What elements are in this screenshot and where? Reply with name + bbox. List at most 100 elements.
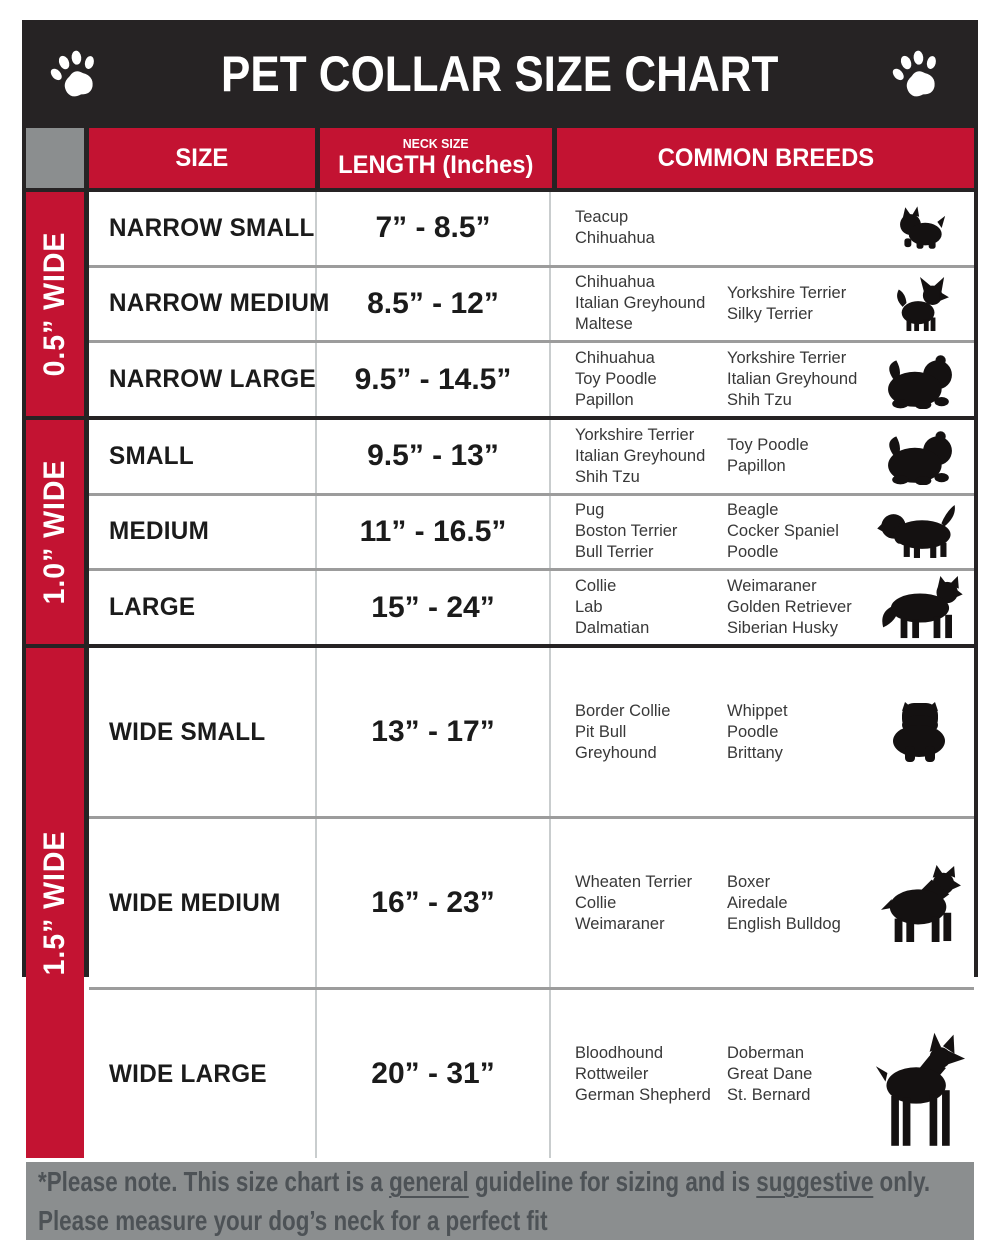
breeds-list-2: Weimaraner Golden Retriever Siberian Husky bbox=[727, 576, 866, 639]
breed-name: Lab bbox=[575, 598, 603, 617]
neck-length-value: 7” - 8.5” bbox=[375, 211, 491, 245]
breed-name: Dalmatian bbox=[575, 619, 650, 638]
breeds-cell: Bloodhound Rottweiler German Shepherd Dobe… bbox=[551, 990, 974, 1158]
table-row: MEDIUM 11” - 16.5” Pug Boston Terrier Bull… bbox=[89, 495, 974, 569]
table-header-row: SIZE NECK SIZE LENGTH (Inches) COMMON BR… bbox=[26, 128, 974, 188]
size-label: NARROW SMALL bbox=[109, 213, 315, 242]
size-label: SMALL bbox=[109, 441, 194, 470]
table-row: NARROW MEDIUM 8.5” - 12” Chihuahua Italia… bbox=[89, 267, 974, 341]
breed-name: Yorkshire Terrier bbox=[727, 349, 847, 368]
breed-name: Pit Bull bbox=[575, 722, 627, 741]
breed-name: Yorkshire Terrier bbox=[575, 425, 695, 444]
breed-name: Golden Retriever bbox=[727, 598, 852, 617]
column-header-neck-size-main-label: LENGTH (Inches) bbox=[338, 151, 534, 179]
neck-length-value: 11” - 16.5” bbox=[359, 514, 507, 548]
breed-name: Italian Greyhound bbox=[727, 370, 858, 389]
breeds-list-1: Chihuahua Italian Greyhound Maltese bbox=[575, 272, 727, 335]
group-rows: SMALL 9.5” - 13” Yorkshire Terrier Italia… bbox=[89, 420, 974, 644]
width-label-bar: 1.5” WIDE bbox=[26, 648, 84, 1158]
beagle-dog-icon bbox=[877, 505, 955, 559]
breed-name: Doberman bbox=[727, 1043, 805, 1062]
neck-length-cell: 15” - 24” bbox=[317, 571, 549, 644]
size-cell: NARROW MEDIUM bbox=[89, 267, 329, 341]
size-label: WIDE LARGE bbox=[109, 1059, 267, 1088]
size-label: NARROW LARGE bbox=[109, 365, 316, 394]
neck-length-cell: 13” - 17” bbox=[317, 648, 549, 816]
column-header-size: SIZE bbox=[89, 128, 315, 188]
footnote-bar: *Please note. This size chart is a gener… bbox=[26, 1162, 974, 1240]
breeds-list-1: Pug Boston Terrier Bull Terrier bbox=[575, 500, 727, 563]
size-cell: LARGE bbox=[89, 571, 315, 644]
breed-name: Weimaraner bbox=[727, 577, 817, 596]
column-header-common-breeds: COMMON BREEDS bbox=[557, 128, 974, 188]
size-cell: SMALL bbox=[89, 420, 315, 493]
dog-icon-box bbox=[866, 276, 974, 331]
width-label: 1.5” WIDE bbox=[38, 830, 71, 976]
breeds-cell: Border Collie Pit Bull Greyhound Whippet Po… bbox=[551, 648, 974, 816]
neck-length-cell: 20” - 31” bbox=[317, 990, 549, 1158]
breed-name: Great Dane bbox=[727, 1064, 813, 1083]
page-title: PET COLLAR SIZE CHART bbox=[221, 46, 779, 102]
title-banner: PET COLLAR SIZE CHART bbox=[26, 24, 974, 124]
column-header-common-breeds-label: COMMON BREEDS bbox=[657, 143, 874, 172]
table-row: NARROW SMALL 7” - 8.5” Teacup Chihuahua bbox=[89, 192, 974, 265]
pet-collar-size-chart-page: { "title": "PET COLLAR SIZE CHART", "hea… bbox=[22, 20, 978, 1240]
doberman-dog-icon bbox=[875, 1032, 966, 1146]
width-label: 1.0” WIDE bbox=[38, 459, 71, 605]
footnote-underlined-word: general bbox=[389, 1166, 469, 1197]
footnote-line-2: Please measure your dog’s neck for a per… bbox=[38, 1205, 548, 1236]
width-label-bar: 1.0” WIDE bbox=[26, 420, 84, 644]
column-header-neck-size: NECK SIZE LENGTH (Inches) bbox=[320, 128, 552, 188]
footnote-text: only. bbox=[873, 1166, 931, 1197]
neck-length-value: 9.5” - 14.5” bbox=[354, 362, 512, 396]
breeds-list-1: Collie Lab Dalmatian bbox=[575, 576, 727, 639]
breed-name: St. Bernard bbox=[727, 1085, 811, 1104]
dog-icon-box bbox=[866, 206, 974, 250]
dog-icon-box bbox=[866, 427, 974, 486]
breeds-list-2: Boxer Airedale English Bulldog bbox=[727, 872, 866, 935]
yorkie-dog-icon bbox=[900, 206, 946, 250]
breeds-list-1: Bloodhound Rottweiler German Shepherd bbox=[575, 1043, 727, 1106]
breed-name: Papillon bbox=[575, 391, 634, 410]
shihtzu-dog-icon bbox=[888, 431, 952, 486]
breed-name: Brittany bbox=[727, 743, 783, 762]
dog-icon-box bbox=[866, 351, 974, 409]
breeds-list-2: Doberman Great Dane St. Bernard bbox=[727, 1043, 866, 1106]
breed-name: Chihuahua bbox=[575, 273, 655, 292]
breeds-list-2: Toy Poodle Papillon bbox=[727, 435, 866, 477]
width-group: 1.0” WIDE SMALL 9.5” - 13” Yorkshire Ter… bbox=[26, 420, 974, 644]
neck-length-value: 15” - 24” bbox=[371, 590, 495, 624]
bulldog-dog-icon bbox=[893, 702, 945, 762]
breeds-list-2: Yorkshire Terrier Silky Terrier bbox=[727, 283, 866, 325]
size-label: WIDE MEDIUM bbox=[109, 888, 281, 917]
breed-name: Pug bbox=[575, 501, 605, 520]
breed-name: Papillon bbox=[727, 457, 786, 476]
width-group: 0.5” WIDE NARROW SMALL 7” - 8.5” Teacup C… bbox=[26, 192, 974, 416]
dog-icon-box bbox=[866, 504, 974, 559]
width-group: 1.5” WIDE WIDE SMALL 13” - 17” Border Co… bbox=[26, 648, 974, 1158]
neck-length-cell: 16” - 23” bbox=[317, 819, 549, 987]
breed-name: Greyhound bbox=[575, 743, 657, 762]
table-header-corner bbox=[26, 128, 84, 188]
neck-length-cell: 9.5” - 13” bbox=[317, 420, 549, 493]
footnote-text: *Please note. This size chart is a bbox=[38, 1166, 390, 1197]
dog-icon-box bbox=[866, 864, 974, 942]
size-label: LARGE bbox=[109, 593, 196, 622]
column-header-size-label: SIZE bbox=[175, 143, 229, 172]
table-row: WIDE MEDIUM 16” - 23” Wheaten Terrier Col… bbox=[89, 819, 974, 987]
table-row: WIDE LARGE 20” - 31” Bloodhound Rottweile… bbox=[89, 990, 974, 1158]
breed-name: Airedale bbox=[727, 893, 788, 912]
breed-name: Cocker Spaniel bbox=[727, 522, 839, 541]
table-row: LARGE 15” - 24” Collie Lab Dalmatian Weima… bbox=[89, 571, 974, 644]
breed-name: Bloodhound bbox=[575, 1043, 664, 1062]
breeds-cell: Chihuahua Italian Greyhound Maltese Yorksh… bbox=[551, 267, 974, 341]
size-label: MEDIUM bbox=[109, 517, 210, 546]
breed-name: Maltese bbox=[575, 315, 633, 334]
breeds-list-1: Wheaten Terrier Collie Weimaraner bbox=[575, 872, 727, 935]
size-label: NARROW MEDIUM bbox=[109, 289, 330, 318]
breed-name: Poodle bbox=[727, 543, 779, 562]
size-cell: MEDIUM bbox=[89, 495, 315, 569]
neck-length-value: 13” - 17” bbox=[371, 715, 495, 748]
breeds-cell: Teacup Chihuahua bbox=[551, 192, 974, 265]
breed-name: Wheaten Terrier bbox=[575, 872, 693, 891]
